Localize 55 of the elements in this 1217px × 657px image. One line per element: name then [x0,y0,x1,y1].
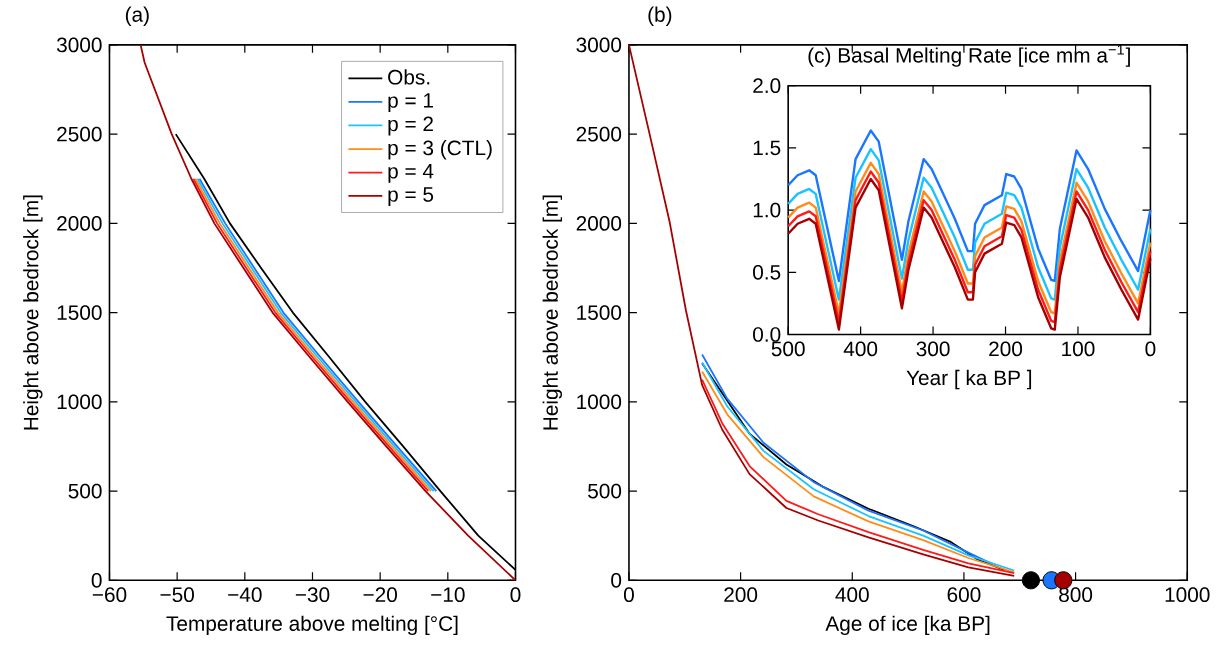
x-tick-label: 200 [724,587,758,603]
y-tick-label: 2500 [576,126,622,142]
legend-label: p = 2 [388,116,433,136]
y-tick-label: 2500 [57,126,102,142]
x-tick-label: 1000 [1165,587,1210,603]
chart-title: (c) Basal Melting Rate [ice mm a$^{−1}$] [808,44,1130,67]
x-tick-label: 500 [771,341,805,357]
x-tick-label: −10 [431,587,465,603]
y-tick-label: 1500 [577,305,622,321]
y-axis-title: Height above bedrock [m] [542,195,563,430]
y-tick-label: 0 [611,572,622,588]
x-tick-label: −20 [363,587,397,603]
y-tick-label: 500 [68,483,102,499]
y-tick-label: 0.5 [753,264,781,280]
x-tick-label: 200 [989,341,1023,357]
line-series [786,147,1152,301]
x-tick-label: −40 [228,587,262,603]
y-tick-label: 1000 [577,394,622,410]
legend-label: Obs. [388,69,430,85]
legend-label: p = 5 [388,187,434,206]
y-tick-label: 2.0 [753,78,781,94]
legend-label: p = 3 (CTL) [388,140,492,160]
x-tick-label: −50 [160,587,194,603]
x-tick-label: −30 [295,587,330,603]
y-axis-title: Height above bedrock [m] [23,195,43,430]
x-tick-label: 400 [835,587,869,603]
x-tick-label: 0 [623,587,634,603]
x-axis-title: Age of ice [ka BP] [825,615,990,636]
x-tick-label: 0 [1145,341,1156,357]
line-series [786,129,1152,283]
chart-title: (a) [125,6,149,27]
legend-label: p = 4 [388,164,434,183]
x-tick-label: 400 [843,341,878,357]
x-axis-title: Temperature above melting [°C] [166,615,458,636]
y-tick-label: 0 [91,572,102,588]
line-series [139,44,517,582]
x-tick-label: 800 [1059,587,1093,603]
x-tick-label: 300 [916,341,950,357]
y-tick-label: 2000 [576,216,622,231]
y-tick-label: 1500 [57,305,102,321]
y-tick-label: 1.0 [753,202,781,218]
x-tick-label: 100 [1062,341,1095,357]
legend-label: p = 1 [388,93,433,112]
x-tick-label: 600 [947,587,981,603]
y-tick-label: 3000 [576,37,622,53]
y-tick-label: 1.5 [753,140,781,156]
y-tick-label: 1000 [57,394,102,410]
y-tick-label: 0.0 [753,327,781,342]
chart-title: (b) [648,6,672,27]
x-tick-label: −60 [92,587,127,603]
y-tick-label: 500 [588,483,622,499]
y-tick-label: 3000 [56,37,102,53]
x-axis-title: Year [ ka BP ] [906,369,1032,390]
x-tick-label: 0 [510,587,521,603]
y-tick-label: 2000 [57,216,102,231]
